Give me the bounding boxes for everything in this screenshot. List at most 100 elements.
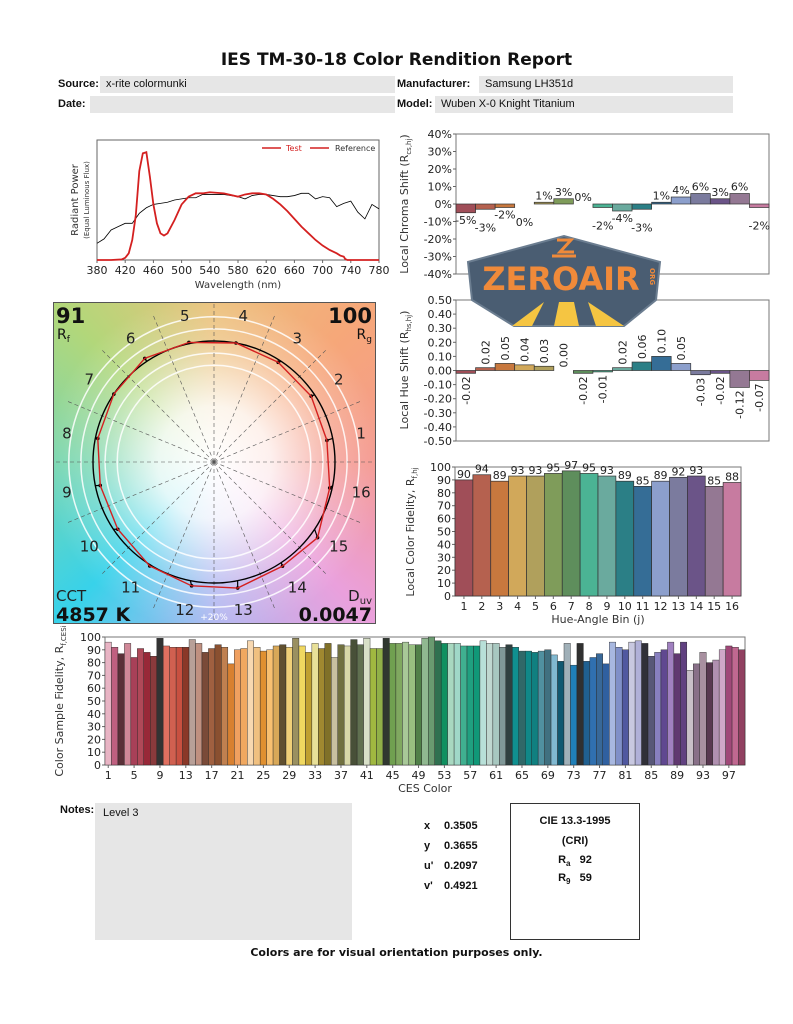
y-tick-label: 60	[437, 513, 451, 526]
bar	[175, 647, 183, 766]
bar	[285, 647, 293, 766]
bar	[651, 201, 672, 205]
y-tick-label: -30%	[424, 251, 452, 264]
chromaticity-row: u' 0.2097	[424, 856, 478, 876]
x-tick-label: 85	[644, 769, 658, 782]
chromaticity-label: u'	[424, 860, 434, 872]
y-tick-label: -40%	[424, 268, 452, 281]
duv-label: Duv	[348, 587, 372, 607]
r9-label: R	[558, 872, 567, 885]
bar	[651, 480, 670, 597]
bar	[570, 664, 578, 766]
bin-number-label: 9	[62, 483, 72, 501]
bar	[508, 475, 527, 597]
bar	[670, 363, 692, 371]
x-tick-label: 7	[568, 600, 575, 613]
logo-badge	[466, 234, 662, 327]
data-label: 0.03	[538, 339, 551, 364]
data-label: 0.02	[616, 340, 629, 365]
x-tick-label: 49	[412, 769, 426, 782]
bar	[475, 203, 496, 210]
x-tick-label: 500	[171, 264, 192, 277]
data-label: -3%	[631, 221, 652, 234]
bar	[227, 663, 235, 766]
bar	[615, 647, 623, 766]
y-tick-label: 50	[87, 695, 101, 708]
bin-number-label: 6	[126, 329, 136, 347]
x-tick-label: 81	[618, 769, 632, 782]
y-tick-label: 0.30	[428, 322, 453, 335]
data-label: 0.06	[636, 335, 649, 360]
x-tick-label: 61	[489, 769, 503, 782]
bin-boundary	[152, 461, 215, 610]
bar	[311, 643, 319, 766]
bar	[725, 645, 733, 766]
data-label: 85	[636, 474, 650, 487]
data-label: 0.04	[518, 337, 531, 362]
bar	[305, 652, 313, 766]
bar	[455, 203, 476, 214]
bar	[561, 470, 581, 597]
x-tick-label: 13	[179, 769, 193, 782]
bar	[533, 201, 555, 205]
y-tick-label: 10%	[428, 181, 452, 194]
y-tick-label: 80	[87, 657, 101, 670]
bin-number-label: 15	[329, 537, 348, 555]
x-tick-label: 5	[131, 769, 138, 782]
x-tick-label: 37	[334, 769, 348, 782]
data-label: 89	[618, 469, 632, 482]
bar	[395, 643, 403, 766]
bar	[143, 652, 151, 766]
bar	[343, 645, 351, 766]
data-label: 0.05	[675, 336, 688, 361]
bar	[221, 647, 229, 766]
data-label: 0.10	[655, 329, 668, 354]
series-line-test	[97, 151, 379, 261]
bar	[660, 649, 668, 766]
cie-r9: R9 59	[511, 872, 639, 886]
data-label: 89	[654, 469, 668, 482]
bar	[670, 196, 692, 205]
data-label: 0%	[574, 191, 591, 204]
y-tick-label: 40%	[428, 128, 452, 141]
bar	[654, 652, 662, 766]
bar	[331, 657, 338, 766]
bar	[234, 649, 241, 766]
reference-circle	[92, 340, 336, 584]
bin-number-label: 2	[334, 371, 344, 389]
y-tick-label: -0.50	[424, 435, 452, 448]
x-tick-label: 780	[369, 264, 390, 277]
model-label: Model:	[397, 98, 433, 110]
bar	[633, 486, 652, 597]
bin-boundary	[100, 348, 215, 463]
bar	[460, 645, 468, 766]
data-label: 6%	[731, 181, 748, 194]
chromaticity-label: x	[424, 820, 431, 832]
bin-number-label: 12	[175, 601, 194, 619]
data-label: 92	[671, 465, 685, 478]
bin-boundary	[100, 461, 215, 576]
bar	[579, 473, 599, 597]
legend-label-test: Test	[285, 144, 302, 153]
legend-label-reference: Reference	[335, 144, 375, 153]
data-label: 90	[457, 468, 471, 481]
logo-text: ZEROAIR	[482, 260, 639, 298]
bin-number-label: 5	[180, 307, 190, 325]
bar	[382, 638, 390, 766]
y-tick-label: 0%	[435, 198, 452, 211]
bar	[631, 361, 652, 371]
data-label: -2%	[749, 220, 770, 233]
cie-title: CIE 13.3-1995	[539, 815, 611, 827]
bar	[214, 644, 222, 766]
y-tick-label: 60	[87, 682, 101, 695]
data-label: 97	[564, 459, 578, 472]
bar	[247, 640, 254, 766]
bar	[208, 648, 216, 766]
rf-value: 91	[56, 304, 85, 328]
series-line-reference	[96, 192, 380, 244]
bar	[592, 203, 613, 208]
zeroair-logo: ZEROAIR ORG	[466, 234, 662, 327]
bar	[292, 638, 300, 766]
bin-boundary	[213, 461, 276, 610]
